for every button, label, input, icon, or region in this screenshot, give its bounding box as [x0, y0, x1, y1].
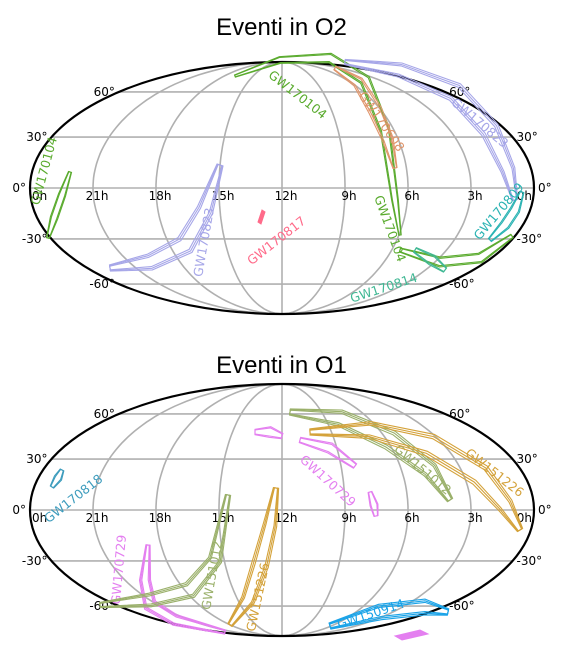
- contour-gw170818: [49, 468, 65, 489]
- contour-gw170729: [138, 544, 227, 635]
- contour-gw170729-south: [393, 629, 430, 641]
- o1-ra-tick: 6h: [404, 511, 419, 525]
- o1-dec-tick-right: 30°: [517, 452, 538, 466]
- contour-gw170823: [108, 163, 224, 272]
- contour-gw170809: [487, 190, 525, 243]
- o2-dec-tick-left: 30°: [26, 130, 47, 144]
- o2-dec-tick-left: 60°: [94, 85, 115, 99]
- o2-ra-tick: 6h: [404, 189, 419, 203]
- o1-ra-tick: 0h: [517, 511, 532, 525]
- chart-title-o2: Eventi in O2: [216, 14, 347, 41]
- o1-ra-tick: 21h: [86, 511, 109, 525]
- o1-ra-tick: 15h: [212, 511, 235, 525]
- o1-dec-tick-right: 0°: [538, 503, 552, 517]
- o2-ra-tick: 12h: [275, 189, 298, 203]
- o2-ra-tick: 21h: [86, 189, 109, 203]
- o2-dec-tick-right: -30°: [517, 232, 543, 246]
- o1-dec-tick-left: 30°: [26, 452, 47, 466]
- contour-gw170104: [45, 170, 73, 240]
- o2-dec-tick-left: -30°: [22, 232, 48, 246]
- contour-gw170729: [254, 426, 284, 440]
- o1-dec-tick-right: -30°: [517, 554, 543, 568]
- contour-gw151012: [99, 493, 232, 609]
- o2-ra-tick: 9h: [341, 189, 356, 203]
- o2-dec-tick-left: 0°: [12, 181, 26, 195]
- contour-gw151012: [288, 408, 454, 503]
- contour-gw170729: [254, 427, 284, 439]
- o1-ra-tick: 0h: [32, 511, 47, 525]
- contour-gw151226: [309, 421, 524, 533]
- o1-dec-tick-left: -30°: [22, 554, 48, 568]
- o1-dec-tick-left: 0°: [12, 503, 26, 517]
- label-gw151012: GW151012: [198, 540, 225, 611]
- o1-ra-tick: 9h: [341, 511, 356, 525]
- contour-gw170729: [298, 436, 358, 469]
- o2-dec-tick-right: -60°: [449, 277, 475, 291]
- label-gw170729: GW170729: [297, 452, 359, 510]
- contour-gw150914: [328, 598, 450, 630]
- contour-gw170104: [233, 52, 402, 236]
- contour-gw151226: [227, 486, 280, 628]
- chart-title-o1: Eventi in O1: [216, 352, 347, 379]
- o2-dec-tick-left: -60°: [89, 277, 115, 291]
- o1-dec-tick-right: 60°: [449, 407, 470, 421]
- o1-ra-tick: 12h: [275, 511, 298, 525]
- o2-ra-tick: 3h: [467, 189, 482, 203]
- o1-ra-tick: 3h: [467, 511, 482, 525]
- contour-gw170608: [333, 65, 398, 170]
- o1-ra-tick: 18h: [149, 511, 172, 525]
- o1-dec-tick-left: 60°: [94, 407, 115, 421]
- contour-gw170814: [412, 247, 448, 273]
- label-gw150914: GW150914: [335, 596, 406, 632]
- o1-dec-tick-right: -60°: [449, 599, 475, 613]
- o2-dec-tick-right: 30°: [517, 130, 538, 144]
- contour-gw170729: [367, 490, 379, 518]
- o2-ra-tick: 18h: [149, 189, 172, 203]
- o1-outline: [28, 382, 536, 638]
- label-gw170729: GW170729: [108, 534, 129, 605]
- contour-gw170823: [343, 58, 519, 202]
- o2-ra-tick: 0h: [32, 189, 47, 203]
- o2-dec-tick-right: 0°: [538, 181, 552, 195]
- label-gw151226: GW151226: [243, 561, 272, 632]
- contour-gw170817: [257, 209, 266, 225]
